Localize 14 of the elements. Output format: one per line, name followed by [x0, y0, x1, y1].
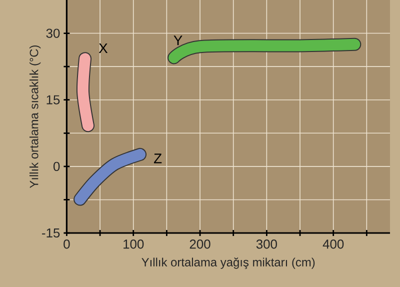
series-label: X [98, 43, 108, 54]
y-tick-label: 30 [46, 28, 60, 38]
x-tick-label: 400 [322, 240, 344, 249]
series-label: Y [174, 36, 182, 46]
x-tick-label: 100 [124, 240, 144, 249]
x-tick-label: 0 [64, 240, 70, 249]
y-tick-label: 0 [53, 162, 60, 172]
series-label: Z [154, 154, 162, 164]
x-axis-title: Yıllık ortalama yağış miktarı (cm) [142, 258, 315, 269]
y-axis-title: Yıllık ortalama sıcaklık (°C) [29, 45, 41, 188]
y-tick-label: 15 [46, 95, 60, 104]
x-tick-label: 200 [190, 240, 210, 249]
x-tick-label: 300 [256, 240, 277, 249]
y-tick-label: -15 [42, 228, 60, 238]
